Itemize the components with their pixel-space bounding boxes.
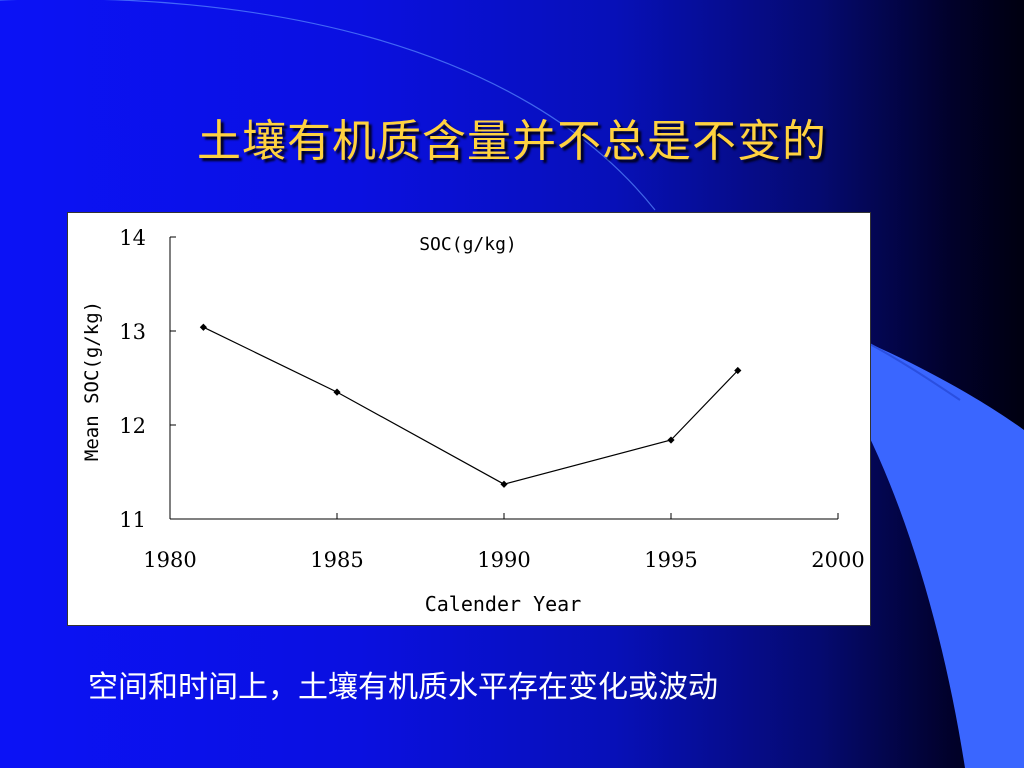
x-tick-label: 1995 (644, 548, 697, 572)
data-point-marker (333, 388, 341, 396)
y-tick-label: 11 (119, 508, 146, 532)
x-tick-label: 1980 (143, 548, 196, 572)
y-axis-label: Mean SOC(g/kg) (81, 301, 103, 461)
soc-line-chart: 11 12 13 14 1980 1985 1990 1995 2000 SOC(g/kg) Cal… (81, 226, 865, 616)
y-tick-label: 12 (119, 414, 146, 438)
y-tick-label: 13 (119, 320, 146, 344)
slide-title: 土壤有机质含量并不总是不变的 (197, 116, 827, 167)
x-tick-label: 2000 (811, 548, 864, 572)
slide-caption: 空间和时间上，土壤有机质水平存在变化或波动 (88, 670, 718, 705)
chart-panel: 11 12 13 14 1980 1985 1990 1995 2000 SOC(g/kg) Cal… (67, 212, 871, 626)
x-tick-label: 1985 (310, 548, 363, 572)
data-point-marker (199, 323, 207, 331)
x-axis-label: Calender Year (425, 592, 582, 616)
series-line-0 (203, 326, 739, 485)
x-tick-label: 1990 (477, 548, 530, 572)
y-tick-label: 14 (119, 226, 146, 250)
data-point-marker (500, 480, 508, 488)
chart-title: SOC(g/kg) (419, 234, 517, 255)
